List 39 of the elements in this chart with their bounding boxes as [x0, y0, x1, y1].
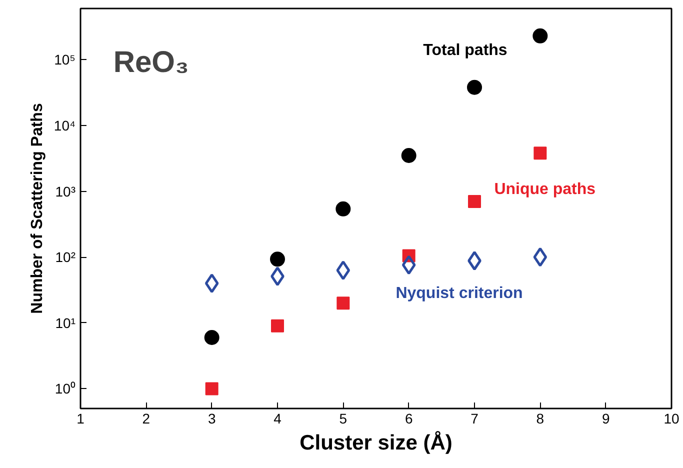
y-tick-label: 10⁴ [54, 118, 76, 134]
point [401, 148, 416, 163]
point [534, 146, 547, 160]
point [205, 382, 218, 396]
x-tick-label: 5 [339, 410, 348, 426]
y-tick-label: 10³ [55, 183, 76, 200]
point [532, 28, 548, 44]
point [336, 260, 350, 280]
point [204, 274, 219, 294]
x-tick-label: 8 [536, 410, 544, 426]
x-tick-label: 2 [142, 410, 150, 426]
point [468, 251, 482, 270]
point [467, 80, 482, 95]
x-tick-label: 1 [76, 410, 85, 426]
point [270, 266, 284, 286]
y-tick-label: 10⁵ [54, 52, 76, 68]
x-axis-title: Cluster size (Å) [300, 430, 452, 454]
series-label: Total paths [423, 42, 508, 59]
point [271, 319, 284, 332]
y-axis-title: Number of Scattering Paths [28, 103, 46, 314]
x-tick-label: 10 [664, 410, 680, 426]
point [270, 252, 285, 267]
point [533, 247, 548, 267]
x-tick-label: 4 [274, 410, 282, 426]
x-tick-label: 6 [404, 410, 413, 426]
x-tick-label: 7 [470, 410, 479, 426]
x-tick-label: 3 [208, 410, 216, 426]
y-tick-label: 10⁰ [54, 380, 76, 397]
point [468, 194, 481, 208]
series-label: Unique paths [494, 181, 596, 198]
y-tick-label: 10² [55, 249, 76, 266]
point [402, 255, 416, 275]
y-tick-label: 10¹ [55, 314, 76, 331]
annotation: ReO₃ [113, 46, 189, 80]
point [204, 330, 220, 345]
point [336, 296, 350, 310]
x-tick-label: 9 [602, 410, 610, 426]
point [336, 201, 351, 216]
series-label: Nyquist criterion [396, 284, 523, 302]
